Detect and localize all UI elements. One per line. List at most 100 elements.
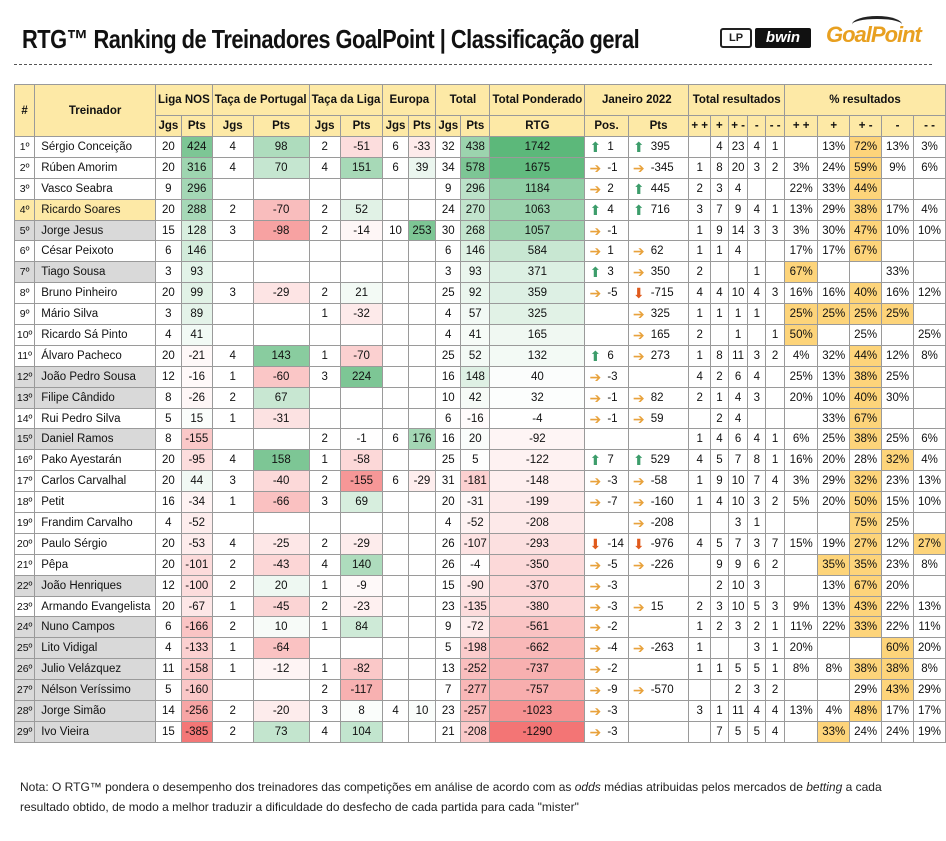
table-row: 3º Vasco Seabra 9 296 9 296 1184 ➔ 2 ⬆ 445 2 3 4 22% 33… — [13, 177, 946, 200]
liga-points: -52 — [180, 512, 213, 534]
result-pct: 75% — [849, 512, 883, 534]
jan-points-value: 15 — [650, 600, 664, 613]
tot-games: 25 — [435, 282, 462, 305]
jan-position: ➔ -3 — [584, 365, 629, 388]
tl-points: 8 — [339, 700, 384, 722]
jan-position-value: -9 — [607, 684, 618, 697]
table-row: 6º César Peixoto 6 146 6 146 584 ➔ 1 ➔ 62 1 1 4 17% 17%… — [13, 240, 946, 263]
result-count: 4 — [709, 136, 729, 158]
tot-points: -107 — [460, 532, 491, 555]
jan-points-value: -715 — [650, 287, 674, 300]
jan-position-value: 6 — [607, 349, 614, 362]
jan-points: ➔ 59 — [627, 407, 690, 430]
result-count — [688, 553, 711, 576]
liga-games: 20 — [155, 198, 182, 221]
tl-games: 1 — [308, 303, 341, 326]
jan-position-value: -5 — [607, 287, 618, 300]
result-count: 2 — [709, 407, 729, 430]
jan-points-value: 529 — [650, 454, 670, 467]
total-ponderado-header: Total Ponderado — [489, 84, 586, 116]
coach-name: Rui Pedro Silva — [34, 407, 157, 430]
tot-games: 31 — [435, 470, 462, 493]
eu-games — [382, 637, 409, 660]
tot-points: 578 — [460, 156, 491, 179]
rank-cell: 5º — [13, 219, 36, 242]
coach-name: Mário Silva — [34, 303, 157, 326]
tp-points: 73 — [252, 720, 310, 743]
result-count: 2 — [709, 574, 729, 597]
coach-name: Nélson Veríssimo — [34, 679, 157, 702]
result-pct: 24% — [817, 156, 851, 179]
result-pct: 6% — [913, 156, 946, 179]
result-count — [709, 637, 729, 660]
result-count: 1 — [747, 303, 767, 326]
result-count — [747, 324, 767, 346]
result-count: 1 — [688, 616, 711, 639]
result-count: 10 — [727, 282, 749, 305]
result-pct: 16% — [817, 282, 851, 305]
result-count — [688, 407, 711, 430]
arrow-right-icon: ➔ — [589, 577, 602, 594]
liga-points: -133 — [180, 637, 213, 660]
result-pct — [881, 240, 915, 263]
eu-points — [407, 532, 437, 555]
tot-points: -52 — [460, 512, 491, 534]
tot-points: -181 — [460, 470, 491, 493]
jan-position-value: 1 — [607, 245, 614, 258]
result-pct: 10% — [913, 491, 946, 514]
arrow-right-icon: ➔ — [632, 514, 645, 531]
jgs-subheader: Jgs — [155, 115, 182, 137]
result-count: 3 — [747, 574, 767, 597]
jan-points-value: 350 — [650, 266, 670, 279]
jan-position-value: -14 — [607, 537, 624, 550]
result-pct: 67% — [784, 261, 819, 284]
rank-cell: 29º — [13, 720, 36, 743]
result-count — [765, 365, 786, 388]
tl-games: 2 — [308, 198, 341, 221]
result-pct: 29% — [817, 198, 851, 221]
rank-cell: 25º — [13, 637, 36, 660]
rtg-value: 1063 — [489, 198, 586, 221]
result-pct: 33% — [817, 720, 851, 743]
result-pct — [881, 177, 915, 200]
jan-position-value: -3 — [607, 579, 618, 592]
jan-points-value: -226 — [650, 558, 674, 571]
eu-points: 39 — [407, 156, 437, 179]
result-pct: 6% — [913, 428, 946, 451]
liga-games: 20 — [155, 532, 182, 555]
result-pct: 16% — [784, 449, 819, 472]
result-pct: 25% — [913, 324, 946, 346]
jan-points-value: -976 — [650, 537, 674, 550]
result-pct: 13% — [817, 136, 851, 158]
tp-games: 2 — [211, 386, 254, 409]
result-count: 3 — [688, 700, 711, 722]
eu-points: 10 — [407, 700, 437, 722]
pos-subheader: Pos. — [584, 115, 629, 137]
tot-points: 92 — [460, 282, 491, 305]
result-pct: 10% — [913, 219, 946, 242]
rtg-value: -1290 — [489, 720, 586, 743]
coach-name: João Henriques — [34, 574, 157, 597]
tp-games: 1 — [211, 365, 254, 388]
result-count: 1 — [688, 428, 711, 451]
rank-cell: 15º — [13, 428, 36, 451]
result-pct: 10% — [881, 219, 915, 242]
eu-points — [407, 720, 437, 743]
result-count — [765, 407, 786, 430]
result-pct: 27% — [849, 532, 883, 555]
tot-games: 5 — [435, 637, 462, 660]
table-row: 12º João Pedro Sousa 12 -16 1 -60 3 224 16 148 40 ➔… — [13, 365, 946, 388]
coach-name: Pako Ayestarán — [34, 449, 157, 472]
arrow-right-icon: ➔ — [632, 243, 645, 260]
result-pct: 48% — [849, 700, 883, 722]
tl-points: 21 — [339, 282, 384, 305]
result-pct: 33% — [849, 616, 883, 639]
coach-header: Treinador — [34, 84, 157, 137]
tl-points: 151 — [339, 156, 384, 179]
arrow-down-icon: ⬇ — [632, 285, 645, 302]
result-pct: 4% — [784, 344, 819, 367]
jan-points-value: 395 — [650, 140, 670, 153]
liga-games: 14 — [155, 700, 182, 722]
table-row: 23º Armando Evangelista 20 -67 1 -45 2 -23 23 -13… — [13, 595, 946, 618]
eu-points — [407, 303, 437, 326]
